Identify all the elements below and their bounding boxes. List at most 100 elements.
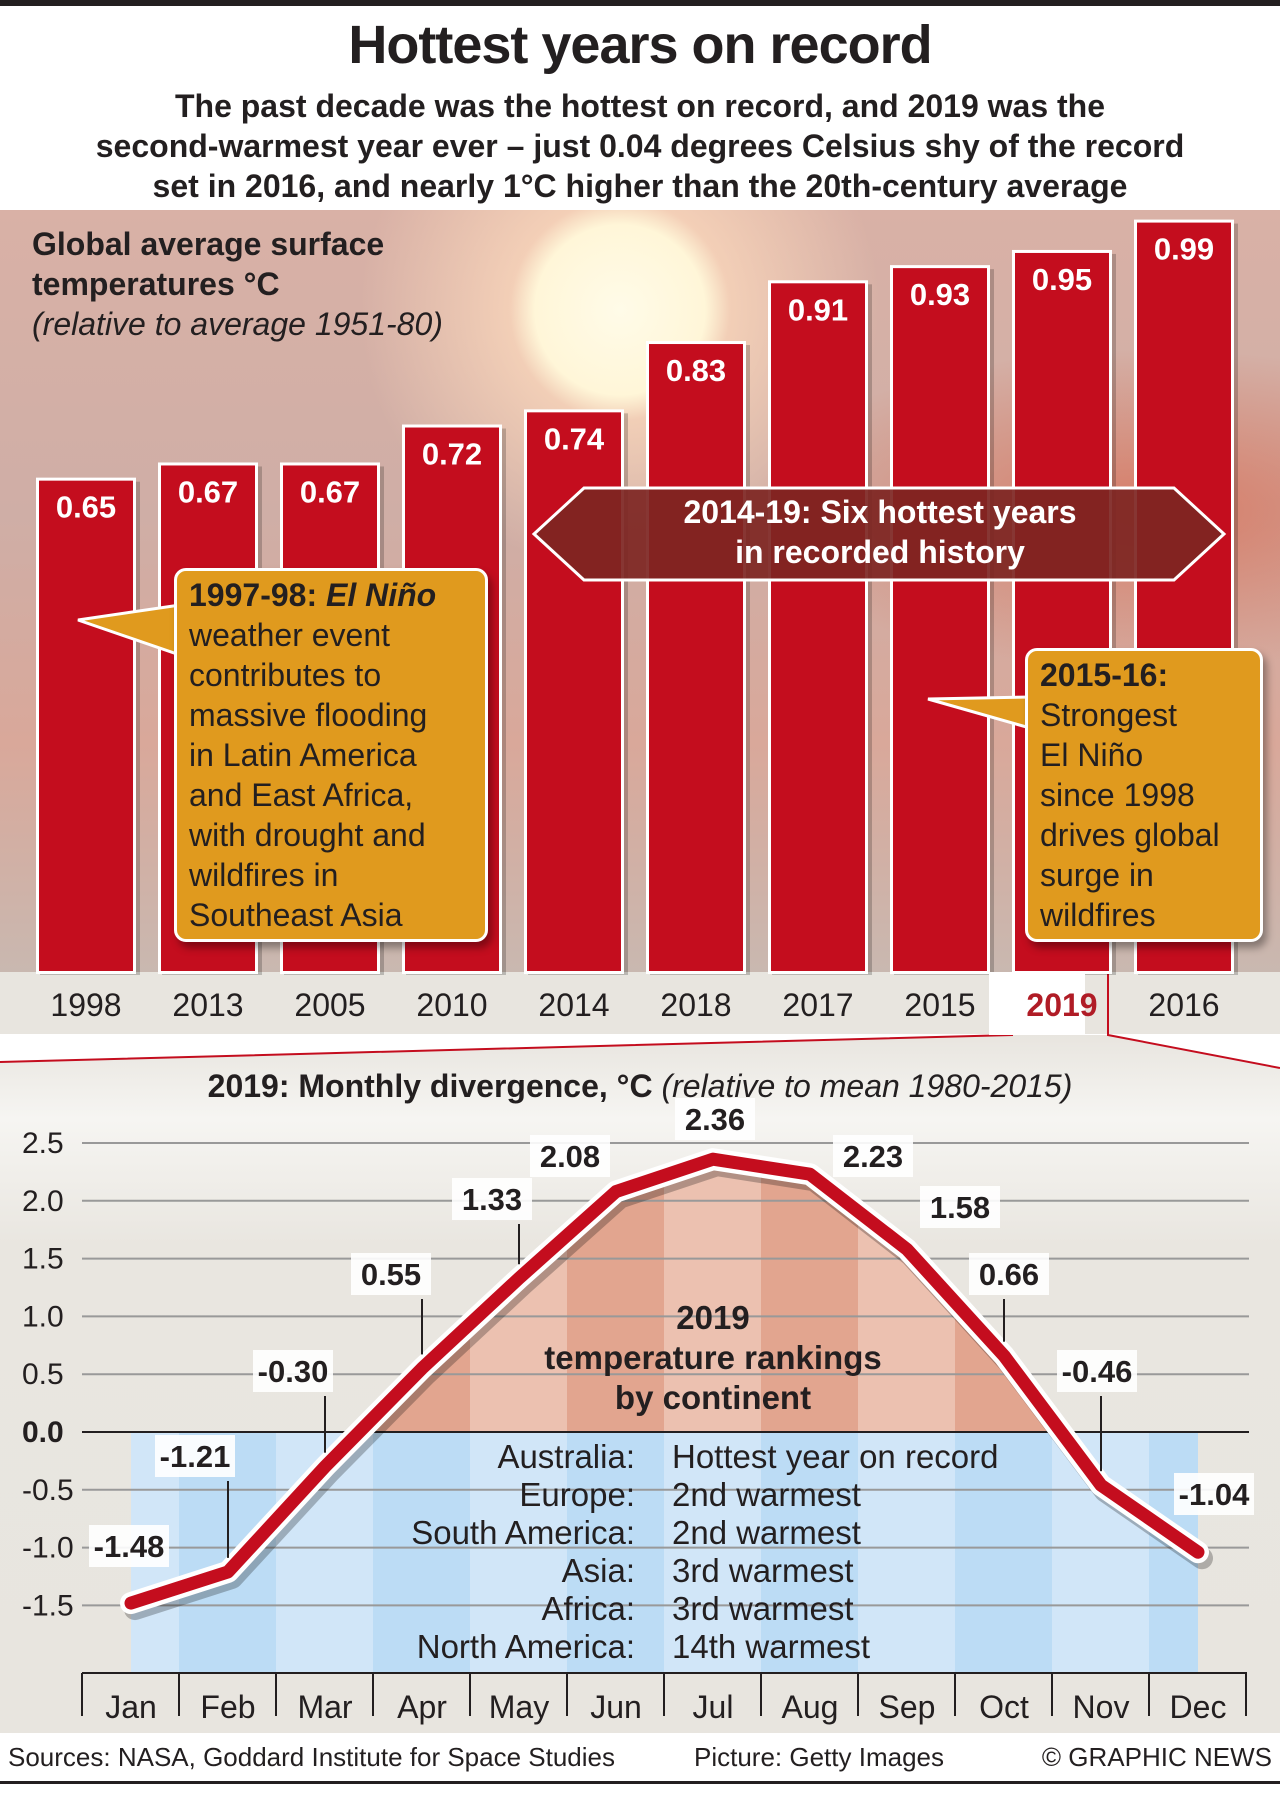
monthly-chart: 2.5 2.0 1.5 1.0 0.5 0.0 -0.5 -1.0 -1.5 Jan Feb Mar A… xyxy=(22,1098,1280,1725)
value-label-bg xyxy=(253,1350,333,1392)
month-label: May xyxy=(489,1689,549,1725)
callout-line: massive flooding xyxy=(189,697,428,733)
month-value-label: -1.04 xyxy=(1179,1477,1250,1512)
bar-1998 xyxy=(36,477,136,974)
month-value-label: -1.21 xyxy=(160,1439,231,1474)
below-zero-band xyxy=(858,1432,955,1673)
continent: North America: xyxy=(416,1628,635,1665)
callout-line: weather event xyxy=(189,617,391,653)
rank: 14th warmest xyxy=(672,1628,871,1665)
bar-2018 xyxy=(646,341,746,974)
highlight-year-box xyxy=(989,972,1085,1035)
value-label-bg xyxy=(969,1253,1049,1295)
continent: Africa: xyxy=(541,1590,635,1627)
value-label-bg xyxy=(675,1098,755,1140)
callout-line: Strongest xyxy=(1040,697,1177,733)
month-value-label: -1.48 xyxy=(94,1529,165,1564)
month-label: Jun xyxy=(590,1689,642,1725)
below-zero-band xyxy=(664,1432,761,1673)
year-label: 2018 xyxy=(660,987,731,1023)
callout-line: drives global xyxy=(1040,817,1220,853)
continent: Europe: xyxy=(519,1476,635,1513)
bar-chart-title: Global average surface temperatures °C xyxy=(32,226,385,302)
above-zero-band xyxy=(131,1159,179,1432)
subtitle: The past decade was the hottest on recor… xyxy=(0,86,1280,206)
below-zero-band xyxy=(567,1432,664,1673)
value-label-bg xyxy=(530,1135,610,1177)
above-zero-band xyxy=(1246,1100,1280,1432)
above-zero-band xyxy=(1149,1159,1198,1432)
value-label-bg xyxy=(452,1178,532,1220)
month-value-label: 0.66 xyxy=(979,1257,1039,1292)
below-zero-band xyxy=(373,1432,470,1673)
below-zero-band xyxy=(470,1432,567,1673)
month-value-label: 2.23 xyxy=(843,1139,903,1174)
value-label-bg xyxy=(89,1525,169,1567)
y-tick-label: 2.0 xyxy=(22,1185,64,1218)
continent: Australia: xyxy=(497,1438,635,1475)
rankings-title-line: temperature rankings xyxy=(544,1339,882,1376)
callout-el-nino-1998: 1997-98: El Niño weather event contribut… xyxy=(174,568,488,942)
year-label: 2015 xyxy=(904,987,975,1023)
callout-head-italic: El Niño xyxy=(325,577,437,613)
month-value-label: 2.36 xyxy=(685,1102,745,1137)
value-label-bg xyxy=(155,1435,235,1477)
bar-value-label: 0.95 xyxy=(1032,262,1092,297)
value-label-bg xyxy=(1057,1350,1137,1392)
subtitle-line: The past decade was the hottest on recor… xyxy=(174,88,1106,124)
y-tick-label: -0.5 xyxy=(22,1474,74,1507)
callout-line: contributes to xyxy=(189,657,382,693)
bar-value-label: 0.93 xyxy=(910,277,970,312)
y-tick-label: -1.5 xyxy=(22,1589,74,1622)
bar-value-label: 0.74 xyxy=(544,421,605,456)
bar-value-label: 0.67 xyxy=(300,474,360,509)
rank: 3rd warmest xyxy=(672,1590,854,1627)
callout-line: wildfires xyxy=(1040,897,1156,933)
continent: Asia: xyxy=(561,1552,635,1589)
rankings-title: 2019 temperature rankings by continent xyxy=(463,1298,963,1418)
rank: 2nd warmest xyxy=(672,1476,861,1513)
banner-line: in recorded history xyxy=(735,534,1025,570)
below-zero-band xyxy=(761,1432,858,1673)
y-tick-label: 1.0 xyxy=(22,1300,64,1333)
bar-value-label: 0.65 xyxy=(56,490,116,525)
series-line xyxy=(124,1152,1205,1610)
value-label-bg xyxy=(833,1135,913,1177)
picture-credit: Picture: Getty Images xyxy=(694,1742,944,1772)
callout-line: and East Africa, xyxy=(189,777,414,813)
rank: 2nd warmest xyxy=(672,1514,861,1551)
callout-line: wildfires in xyxy=(189,857,339,893)
above-zero-band xyxy=(664,1159,761,1432)
month-label: Aug xyxy=(782,1689,839,1725)
month-value-label: 1.33 xyxy=(462,1182,522,1217)
year-label: 2017 xyxy=(782,987,853,1023)
year-label: 2013 xyxy=(172,987,243,1023)
callout-head: 1997-98: xyxy=(189,577,318,613)
sources: Sources: NASA, Goddard Institute for Spa… xyxy=(8,1742,615,1772)
month-label: Mar xyxy=(297,1689,352,1725)
footer: Sources: NASA, Goddard Institute for Spa… xyxy=(0,1740,1280,1780)
banner-arrow xyxy=(531,486,1227,582)
value-label-bg xyxy=(920,1186,1000,1228)
year-label: 1998 xyxy=(50,987,121,1023)
copyright: © GRAPHIC NEWS xyxy=(1041,1742,1272,1772)
bar-value-label: 0.72 xyxy=(422,437,482,472)
callout-line: Southeast Asia xyxy=(189,897,403,933)
month-label: Dec xyxy=(1170,1689,1227,1725)
callout-head: 2015-16: xyxy=(1040,657,1169,693)
monthly-title-main: 2019: Monthly divergence, °C xyxy=(207,1068,653,1104)
banner-text: 2014-19: Six hottest years in recorded h… xyxy=(560,492,1200,572)
year-labels: 1998 2013 2005 2010 2014 2018 2017 2015 2019 2016 xyxy=(50,972,1220,1035)
month-value-label: -0.46 xyxy=(1062,1354,1133,1389)
ranking-row: Asia: 3rd warmest xyxy=(0,1552,1280,1590)
y-tick-label: -1.0 xyxy=(22,1532,74,1565)
y-tick-label: 1.5 xyxy=(22,1243,64,1276)
monthly-chart-title: 2019: Monthly divergence, °C (relative t… xyxy=(0,1068,1280,1105)
bar-value-label: 0.91 xyxy=(788,292,848,327)
bar-2015 xyxy=(890,265,990,974)
rankings-title-line: by continent xyxy=(614,1379,812,1416)
month-label: Feb xyxy=(200,1689,255,1725)
subtitle-line: set in 2016, and nearly 1°C higher than … xyxy=(152,168,1128,204)
month-value-label: 2.08 xyxy=(540,1139,600,1174)
bar-chart-heading: Global average surface temperatures °C (… xyxy=(32,224,452,344)
